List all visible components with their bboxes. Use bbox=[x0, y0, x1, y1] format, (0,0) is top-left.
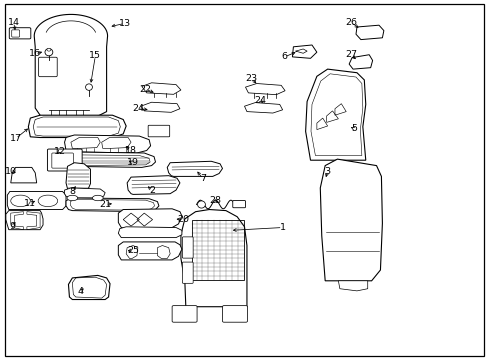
Bar bbox=[131, 76, 195, 144]
Polygon shape bbox=[56, 152, 155, 167]
Polygon shape bbox=[141, 102, 180, 112]
Text: 21: 21 bbox=[99, 200, 111, 209]
Polygon shape bbox=[292, 45, 316, 58]
FancyBboxPatch shape bbox=[9, 28, 31, 39]
Text: 15: 15 bbox=[89, 51, 101, 60]
Text: 18: 18 bbox=[125, 146, 137, 155]
Polygon shape bbox=[64, 188, 105, 198]
Polygon shape bbox=[34, 14, 107, 121]
Polygon shape bbox=[244, 103, 282, 113]
Text: 12: 12 bbox=[54, 147, 65, 156]
Polygon shape bbox=[118, 227, 182, 238]
Text: 16: 16 bbox=[29, 49, 41, 58]
Polygon shape bbox=[68, 275, 110, 300]
Bar bbox=[6, 5, 129, 124]
FancyBboxPatch shape bbox=[182, 237, 193, 258]
Text: 22: 22 bbox=[140, 85, 151, 94]
Text: 24: 24 bbox=[132, 104, 143, 113]
Polygon shape bbox=[181, 210, 246, 307]
Polygon shape bbox=[118, 209, 182, 229]
Polygon shape bbox=[348, 55, 372, 69]
FancyBboxPatch shape bbox=[52, 153, 73, 168]
Polygon shape bbox=[7, 192, 66, 210]
FancyBboxPatch shape bbox=[232, 201, 245, 208]
Text: 6: 6 bbox=[281, 52, 287, 61]
Text: 2: 2 bbox=[149, 186, 155, 195]
Polygon shape bbox=[305, 69, 365, 160]
Polygon shape bbox=[127, 176, 180, 194]
Polygon shape bbox=[118, 242, 182, 260]
Polygon shape bbox=[355, 25, 383, 40]
Text: 9: 9 bbox=[9, 222, 15, 231]
Polygon shape bbox=[167, 161, 222, 176]
Bar bbox=[238, 65, 316, 131]
Text: 4: 4 bbox=[78, 287, 83, 296]
Polygon shape bbox=[320, 159, 382, 281]
FancyBboxPatch shape bbox=[182, 262, 193, 283]
Polygon shape bbox=[64, 135, 150, 153]
Ellipse shape bbox=[85, 84, 92, 90]
FancyBboxPatch shape bbox=[47, 149, 82, 171]
Text: 13: 13 bbox=[119, 19, 130, 28]
Polygon shape bbox=[66, 198, 159, 212]
Text: 14: 14 bbox=[8, 18, 20, 27]
Bar bbox=[191, 220, 243, 280]
Ellipse shape bbox=[47, 48, 51, 51]
Ellipse shape bbox=[92, 195, 103, 201]
Text: 20: 20 bbox=[177, 215, 189, 224]
FancyBboxPatch shape bbox=[222, 306, 247, 322]
Text: 5: 5 bbox=[351, 124, 357, 133]
FancyBboxPatch shape bbox=[12, 30, 20, 37]
Text: 7: 7 bbox=[200, 174, 205, 183]
Text: 11: 11 bbox=[24, 199, 36, 208]
FancyBboxPatch shape bbox=[39, 57, 57, 77]
FancyBboxPatch shape bbox=[172, 306, 197, 322]
Text: 3: 3 bbox=[324, 166, 330, 175]
Polygon shape bbox=[11, 167, 37, 183]
Text: 1: 1 bbox=[279, 223, 285, 232]
Polygon shape bbox=[338, 281, 367, 291]
Text: 19: 19 bbox=[127, 158, 139, 167]
Ellipse shape bbox=[197, 201, 205, 208]
Polygon shape bbox=[142, 83, 181, 94]
Text: 25: 25 bbox=[127, 246, 139, 255]
Polygon shape bbox=[28, 115, 126, 138]
Text: 10: 10 bbox=[5, 166, 17, 175]
Polygon shape bbox=[245, 84, 285, 95]
Polygon shape bbox=[66, 163, 90, 196]
Ellipse shape bbox=[67, 195, 78, 201]
Text: 23: 23 bbox=[245, 74, 257, 83]
Ellipse shape bbox=[45, 49, 53, 56]
Polygon shape bbox=[6, 211, 43, 230]
Text: 24: 24 bbox=[254, 95, 265, 104]
Text: 26: 26 bbox=[345, 18, 356, 27]
Text: 27: 27 bbox=[345, 50, 356, 59]
FancyBboxPatch shape bbox=[148, 125, 169, 137]
Text: 17: 17 bbox=[10, 134, 21, 143]
Text: 8: 8 bbox=[69, 187, 75, 196]
Text: 28: 28 bbox=[209, 197, 221, 205]
